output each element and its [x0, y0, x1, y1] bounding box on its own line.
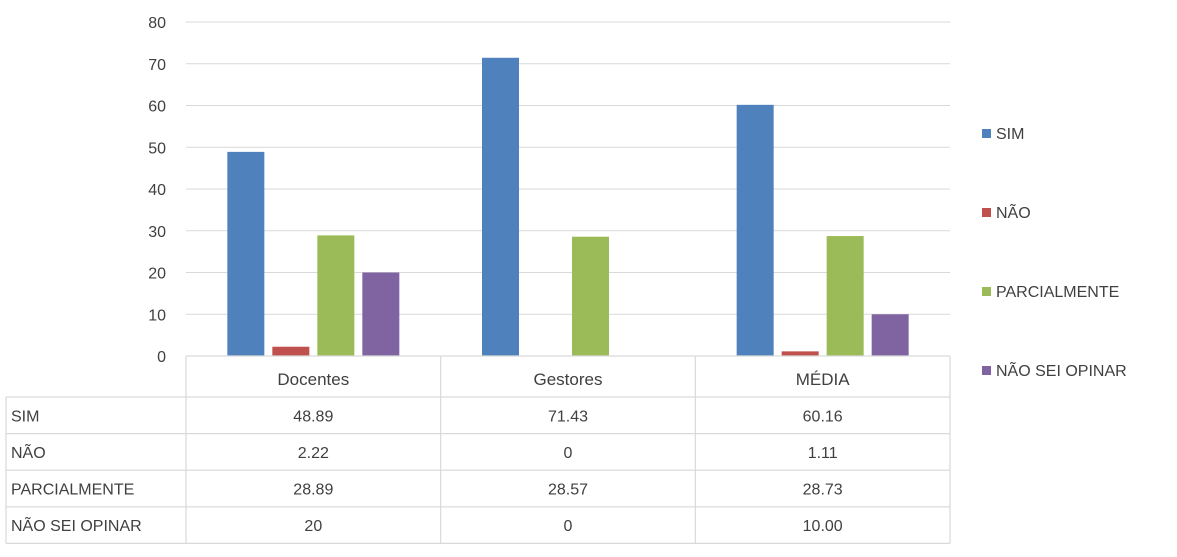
bar-sim-gestores [482, 57, 519, 356]
category-label: Docentes [277, 370, 349, 389]
y-tick-label: 20 [148, 266, 166, 283]
y-tick-label: 0 [157, 349, 166, 366]
data-table: Docentes Gestores MÉDIA SIM 48.89 71.43 60.16 N… [5, 355, 951, 545]
bar-n-o-m-dia [781, 351, 819, 356]
table-cell: 28.73 [803, 482, 843, 499]
bar-parcialmente-gestores [572, 236, 609, 356]
table-cell: 71.43 [548, 408, 588, 425]
y-tick-label: 30 [148, 224, 166, 241]
legend-label: PARCIALMENTE [996, 284, 1119, 301]
table-cell: 2.22 [298, 445, 329, 462]
bar-n-o-sei-opinar-m-dia [871, 314, 909, 356]
gridlines [186, 21, 950, 315]
table-cell: 1.11 [808, 445, 838, 462]
table-cell: 0 [564, 518, 573, 535]
table-cell: 48.89 [293, 408, 333, 425]
bars [227, 57, 909, 356]
table-cell: 60.16 [803, 408, 843, 425]
legend-swatch [982, 129, 991, 138]
table-cell: 28.57 [548, 482, 588, 499]
y-tick-label: 10 [148, 307, 166, 324]
table-cell: 10.00 [803, 518, 843, 535]
table-row-header: PARCIALMENTE [11, 482, 134, 499]
y-tick-label: 50 [148, 140, 166, 157]
legend-label: NÃO SEI OPINAR [996, 360, 1127, 380]
bar-sim-m-dia [736, 104, 774, 356]
bar-n-o-sei-opinar-docentes [362, 272, 400, 356]
legend-swatch [982, 208, 991, 217]
y-tick-label: 70 [148, 57, 166, 74]
table-cell: 0 [564, 445, 573, 462]
legend-swatch [982, 287, 991, 296]
category-label: Gestores [534, 370, 603, 389]
legend-label: NÃO [996, 202, 1031, 222]
table-row-header: NÃO SEI OPINAR [11, 515, 142, 535]
category-label: MÉDIA [796, 370, 851, 389]
legend-label: SIM [996, 126, 1024, 143]
y-tick-label: 80 [148, 15, 166, 32]
bar-sim-docentes [227, 151, 265, 356]
y-axis-ticks: 0 10 20 30 40 50 60 70 80 [148, 15, 166, 366]
table-cell: 20 [304, 518, 322, 535]
table-cell: 28.89 [293, 482, 333, 499]
legend-swatch [982, 366, 991, 375]
legend: SIM NÃO PARCIALMENTE NÃO SEI OPINAR [982, 126, 1127, 380]
bar-parcialmente-m-dia [826, 236, 864, 356]
table-row-header: SIM [11, 408, 39, 425]
bar-parcialmente-docentes [317, 235, 355, 356]
y-tick-label: 60 [148, 99, 166, 116]
y-tick-label: 40 [148, 182, 166, 199]
bar-n-o-docentes [272, 346, 310, 356]
table-row-header: NÃO [11, 442, 46, 462]
